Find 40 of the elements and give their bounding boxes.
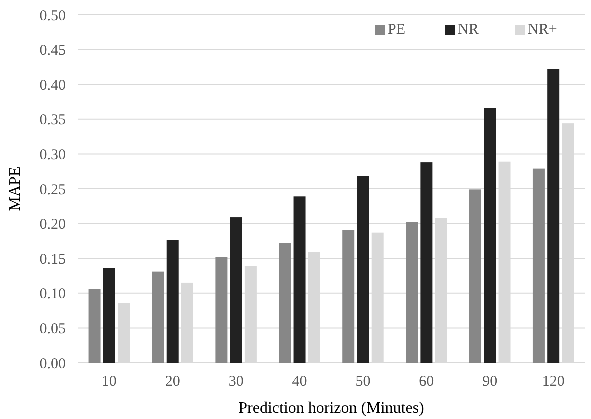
x-tick-label: 60 bbox=[419, 374, 434, 390]
bar bbox=[406, 222, 418, 363]
bar bbox=[230, 218, 242, 363]
y-tick-label: 0.10 bbox=[40, 286, 66, 303]
y-tick-label: 0.20 bbox=[40, 217, 66, 234]
y-axis-title: MAPE bbox=[7, 166, 24, 212]
bar bbox=[103, 268, 116, 363]
bar bbox=[294, 196, 306, 363]
y-tick-label: 0.35 bbox=[40, 112, 66, 129]
y-tick-label: 0.15 bbox=[40, 252, 66, 268]
y-tick-label: 0.45 bbox=[40, 43, 66, 60]
bar bbox=[216, 257, 228, 363]
bar bbox=[420, 162, 433, 363]
bar bbox=[470, 190, 482, 363]
legend-label: NR bbox=[458, 22, 479, 38]
y-tick-label: 0.05 bbox=[40, 321, 66, 338]
bar bbox=[357, 176, 370, 363]
y-tick-label: 0.30 bbox=[40, 147, 66, 164]
bar bbox=[484, 108, 496, 363]
x-tick-label: 50 bbox=[356, 374, 371, 390]
legend-label: NR+ bbox=[528, 22, 558, 38]
x-tick-label: 20 bbox=[165, 374, 180, 390]
x-tick-label: 30 bbox=[228, 374, 244, 390]
bar bbox=[88, 289, 101, 363]
legend-label: PE bbox=[388, 22, 406, 38]
y-tick-label: 0.50 bbox=[40, 8, 66, 24]
y-tick-label: 0.25 bbox=[40, 182, 66, 198]
bar bbox=[152, 272, 164, 363]
x-tick-label: 10 bbox=[102, 374, 117, 390]
x-tick-label: 40 bbox=[292, 374, 308, 390]
x-tick-label: 120 bbox=[542, 374, 565, 390]
x-axis-title: Prediction horizon (Minutes) bbox=[238, 400, 424, 417]
x-tick-label: 90 bbox=[482, 374, 498, 390]
y-tick-label: 0.40 bbox=[40, 78, 66, 94]
bar bbox=[548, 69, 560, 363]
y-tick-label: 0.00 bbox=[40, 356, 66, 372]
bar bbox=[279, 243, 292, 363]
bar bbox=[166, 240, 179, 363]
bar bbox=[342, 230, 355, 363]
bar bbox=[532, 168, 545, 363]
